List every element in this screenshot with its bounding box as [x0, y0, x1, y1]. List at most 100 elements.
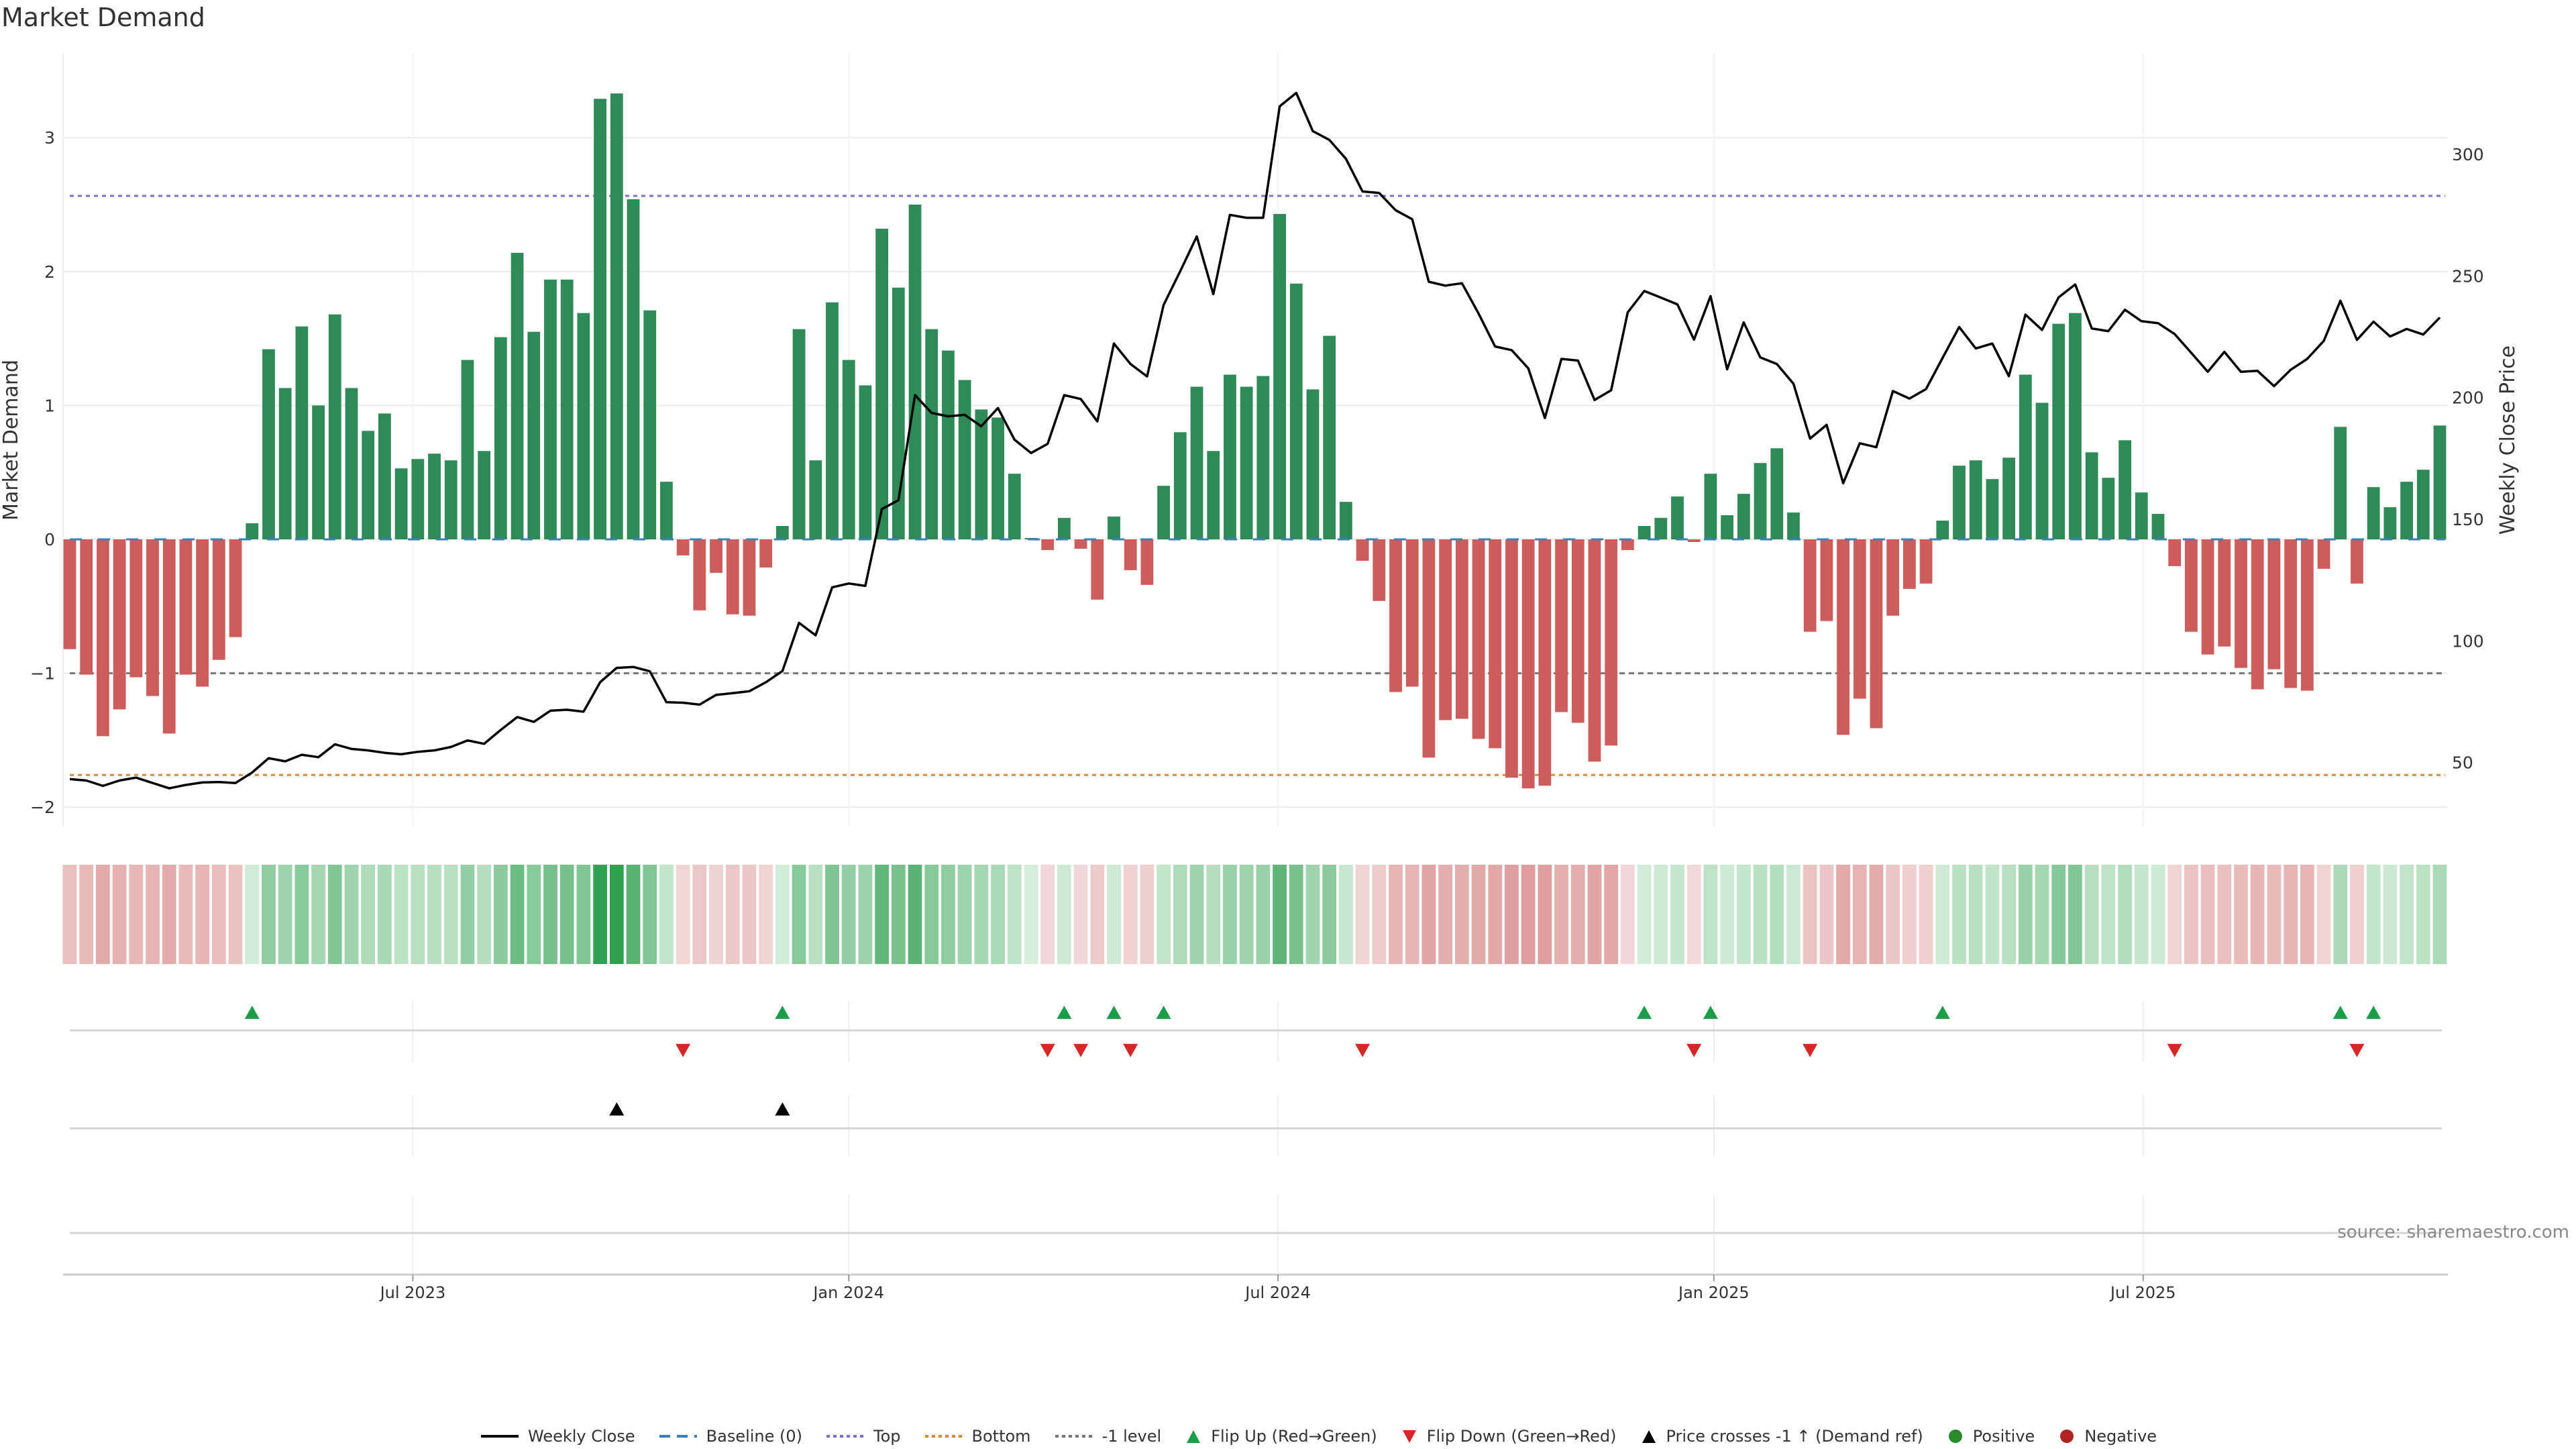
heat-cell: [1040, 865, 1055, 964]
demand-bar-positive: [1754, 463, 1767, 539]
flip-up-marker: [1106, 1006, 1122, 1019]
flip-down-marker: [1040, 1044, 1055, 1057]
demand-bar-negative: [162, 539, 176, 734]
heat-cell: [2432, 865, 2447, 964]
legend-item: Flip Up (Red→Green): [1184, 1427, 1377, 1446]
heat-cell: [725, 865, 740, 964]
heat-cell: [1670, 865, 1684, 964]
heat-cell: [1471, 865, 1486, 964]
demand-bar-positive: [660, 482, 673, 539]
demand-bar-negative: [2185, 539, 2198, 632]
heat-cell: [361, 865, 376, 964]
demand-bar-negative: [2251, 539, 2264, 690]
heat-cell: [1339, 865, 1353, 964]
heat-cell: [742, 865, 757, 964]
demand-bar-negative: [1903, 539, 1916, 589]
heat-cell: [62, 865, 77, 964]
demand-bar-negative: [1687, 539, 1701, 542]
demand-bar-negative: [1621, 539, 1634, 550]
heat-cell: [2416, 865, 2430, 964]
demand-bar-positive: [278, 388, 292, 539]
heat-cell: [1604, 865, 1619, 964]
demand-bar-positive: [1787, 513, 1800, 539]
heat-cell: [1189, 865, 1204, 964]
demand-bar-negative: [1505, 539, 1518, 778]
heat-cell: [1952, 865, 1966, 964]
heat-cell: [2068, 865, 2082, 964]
heat-cell: [2400, 865, 2414, 964]
heat-cell: [245, 865, 260, 964]
heat-cell: [1206, 865, 1221, 964]
demand-bar-positive: [1638, 526, 1651, 539]
demand-bar-positive: [1323, 335, 1336, 539]
y2-tick-label: 250: [2452, 266, 2484, 286]
heat-cell: [1587, 865, 1602, 964]
demand-bar-positive: [859, 385, 872, 539]
legend-item: Baseline (0): [658, 1427, 802, 1446]
heat-cell: [2084, 865, 2099, 964]
legend-tri-up-icon: [1642, 1430, 1656, 1443]
heat-cell: [659, 865, 674, 964]
flip-down-marker: [676, 1044, 691, 1057]
heat-cell: [112, 865, 127, 964]
heat-cell: [559, 865, 574, 964]
demand-bar-positive: [1240, 386, 1253, 539]
heat-cell: [1703, 865, 1718, 964]
demand-bar-positive: [444, 460, 458, 539]
demand-bar-negative: [1455, 539, 1468, 719]
demand-bar-positive: [1207, 451, 1220, 539]
legend-label: Weekly Close: [528, 1427, 635, 1446]
demand-bar-positive: [826, 302, 839, 539]
demand-bar-negative: [2218, 539, 2231, 647]
demand-bar-positive: [610, 93, 623, 539]
legend-item: Bottom: [924, 1427, 1031, 1446]
heat-cell: [2051, 865, 2066, 964]
demand-bar-negative: [229, 539, 242, 637]
demand-bar-positive: [1654, 518, 1668, 539]
heat-cell: [344, 865, 359, 964]
demand-bar-positive: [1057, 518, 1071, 539]
demand-bar-positive: [2367, 487, 2380, 539]
demand-bar-negative: [1472, 539, 1485, 739]
demand-bar-negative: [146, 539, 159, 696]
heat-cell: [2250, 865, 2265, 964]
demand-bar-positive: [2416, 470, 2430, 539]
heat-cell: [957, 865, 972, 964]
demand-bar-positive: [2052, 323, 2065, 539]
heat-cell: [2300, 865, 2314, 964]
demand-bar-positive: [1953, 466, 1966, 539]
demand-bar-positive: [2118, 440, 2131, 539]
demand-bar-positive: [2069, 313, 2082, 539]
heat-cell: [394, 865, 409, 964]
weekly-close-line: [69, 91, 2441, 790]
heat-cell: [178, 865, 193, 964]
heat-cell: [1521, 865, 1536, 964]
demand-bar-negative: [1837, 539, 1849, 735]
demand-bar-positive: [925, 329, 938, 539]
heat-cell: [1107, 865, 1121, 964]
heat-cell: [891, 865, 906, 964]
heat-cell: [1157, 865, 1171, 964]
heat-cell: [411, 865, 425, 964]
demand-bar-negative: [693, 539, 706, 610]
heat-cell: [1505, 865, 1519, 964]
heat-cell: [327, 865, 342, 964]
demand-bar-positive: [411, 459, 425, 539]
demand-bar-positive: [842, 360, 855, 539]
demand-bar-negative: [1041, 539, 1055, 550]
heat-cell: [1256, 865, 1271, 964]
heat-cell: [146, 865, 160, 964]
demand-bar-negative: [743, 539, 756, 616]
demand-bar-positive: [328, 314, 341, 539]
demand-bar-positive: [577, 313, 590, 539]
heat-cell: [162, 865, 176, 964]
heat-cell: [2333, 865, 2348, 964]
demand-bar-negative: [1803, 539, 1817, 632]
heat-cell: [2366, 865, 2381, 964]
legend-line-icon: [481, 1435, 519, 1438]
y2-tick-label: 100: [2452, 631, 2484, 651]
demand-bar-positive: [461, 360, 474, 539]
x-tick-label: Jul 2025: [2109, 1283, 2176, 1302]
demand-bar-negative: [1389, 539, 1402, 692]
demand-bar-positive: [908, 205, 922, 539]
